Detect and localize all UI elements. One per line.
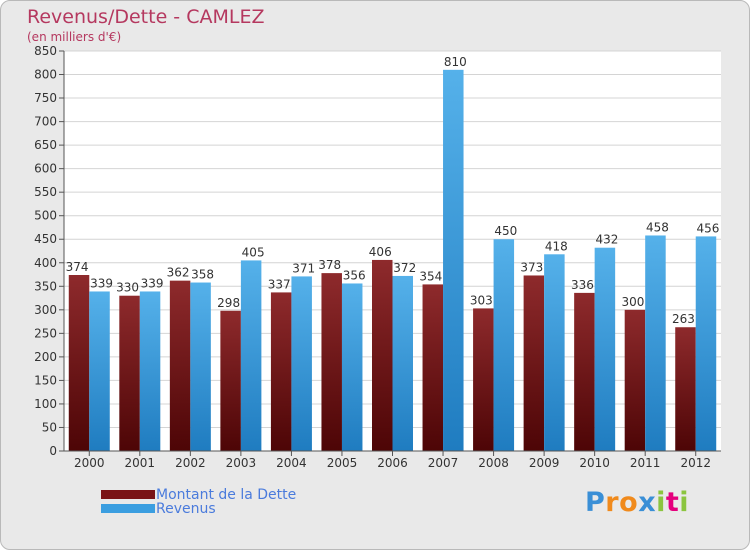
data-label-revenus: 405 xyxy=(242,245,265,259)
bar-revenus xyxy=(695,236,717,451)
bar-dette xyxy=(624,309,646,451)
logo-letter: o xyxy=(619,487,639,518)
data-label-revenus: 339 xyxy=(141,276,164,290)
y-tick-label: 150 xyxy=(34,373,57,387)
x-tick-label: 2008 xyxy=(478,456,509,470)
data-label-revenus: 371 xyxy=(292,261,315,275)
bar-revenus xyxy=(341,283,363,451)
y-tick-label: 450 xyxy=(34,232,57,246)
x-tick-label: 2002 xyxy=(175,456,206,470)
x-tick-label: 2006 xyxy=(377,456,408,470)
y-tick-label: 100 xyxy=(34,397,57,411)
y-tick-label: 750 xyxy=(34,91,57,105)
data-label-dette: 362 xyxy=(167,266,190,280)
bar-revenus xyxy=(645,235,666,451)
y-tick-label: 600 xyxy=(34,162,57,176)
y-tick-label: 650 xyxy=(34,138,57,152)
data-label-dette: 298 xyxy=(217,296,240,310)
logo-letter: P xyxy=(585,487,606,518)
y-tick-label: 850 xyxy=(34,44,57,58)
bar-dette xyxy=(270,292,292,451)
bar-dette xyxy=(68,275,90,451)
bar-dette xyxy=(523,275,545,451)
bar-revenus xyxy=(443,69,464,451)
legend-label-revenus: Revenus xyxy=(156,501,216,517)
logo-letter: i xyxy=(656,487,666,518)
bar-dette xyxy=(473,308,494,451)
y-tick-label: 200 xyxy=(34,350,57,364)
y-tick-label: 0 xyxy=(49,444,57,458)
bar-dette xyxy=(321,273,342,451)
data-label-dette: 263 xyxy=(672,312,695,326)
logo-letter: r xyxy=(605,487,620,518)
data-label-revenus: 356 xyxy=(343,268,366,282)
data-label-revenus: 810 xyxy=(444,55,467,69)
y-tick-label: 700 xyxy=(34,115,57,129)
y-tick-label: 550 xyxy=(34,185,57,199)
y-tick-label: 250 xyxy=(34,326,57,340)
data-label-revenus: 432 xyxy=(595,233,618,247)
data-label-revenus: 418 xyxy=(545,239,568,253)
bar-revenus xyxy=(594,247,616,451)
bar-revenus xyxy=(240,260,262,451)
x-tick-label: 2003 xyxy=(226,456,257,470)
data-label-revenus: 458 xyxy=(646,220,669,234)
data-label-dette: 337 xyxy=(268,277,291,291)
bar-revenus xyxy=(544,254,565,451)
x-tick-label: 2007 xyxy=(428,456,459,470)
data-label-dette: 378 xyxy=(318,258,341,272)
bar-dette xyxy=(220,310,241,451)
logo-letter: t xyxy=(665,487,680,518)
bar-dette xyxy=(675,327,696,451)
data-label-revenus: 358 xyxy=(191,268,214,282)
x-tick-label: 2001 xyxy=(125,456,156,470)
bar-dette xyxy=(574,292,595,451)
chart-subtitle: (en milliers d'€) xyxy=(27,30,122,44)
y-tick-label: 800 xyxy=(34,68,57,82)
bar-dette xyxy=(372,259,393,451)
x-tick-label: 2012 xyxy=(680,456,711,470)
y-tick-label: 300 xyxy=(34,303,57,317)
data-label-revenus: 450 xyxy=(494,224,517,238)
data-label-dette: 354 xyxy=(419,269,442,283)
y-tick-label: 350 xyxy=(34,279,57,293)
x-tick-label: 2011 xyxy=(630,456,661,470)
chart-title: Revenus/Dette - CAMLEZ xyxy=(27,6,265,28)
legend-swatch-revenus xyxy=(101,504,155,513)
data-label-revenus: 372 xyxy=(393,261,416,275)
data-label-dette: 406 xyxy=(369,245,392,259)
x-tick-label: 2010 xyxy=(579,456,610,470)
legend-swatch-dette xyxy=(101,490,155,499)
data-label-dette: 303 xyxy=(470,293,493,307)
bar-revenus xyxy=(392,275,413,451)
data-label-dette: 300 xyxy=(621,295,644,309)
data-label-revenus: 456 xyxy=(697,221,720,235)
bar-revenus xyxy=(89,291,110,451)
bar-dette xyxy=(119,295,140,451)
legend-label-dette: Montant de la Dette xyxy=(156,487,297,503)
y-tick-label: 400 xyxy=(34,256,57,270)
x-tick-label: 2005 xyxy=(327,456,358,470)
x-tick-label: 2004 xyxy=(276,456,307,470)
logo-letter: x xyxy=(638,487,657,518)
x-tick-label: 2000 xyxy=(74,456,105,470)
bar-revenus xyxy=(139,291,161,451)
bar-revenus xyxy=(493,239,515,451)
bar-dette xyxy=(422,284,444,451)
data-label-dette: 330 xyxy=(116,281,139,295)
data-label-dette: 373 xyxy=(520,260,543,274)
bar-revenus xyxy=(190,282,211,451)
y-tick-label: 50 xyxy=(42,420,57,434)
data-label-revenus: 339 xyxy=(90,276,113,290)
y-tick-label: 500 xyxy=(34,209,57,223)
logo-letter: i xyxy=(679,487,690,518)
proxiti-logo: Proxiti xyxy=(585,487,689,518)
data-label-dette: 374 xyxy=(66,260,89,274)
x-tick-label: 2009 xyxy=(529,456,560,470)
data-label-dette: 336 xyxy=(571,278,594,292)
bar-revenus xyxy=(291,276,312,451)
bar-dette xyxy=(169,280,191,451)
